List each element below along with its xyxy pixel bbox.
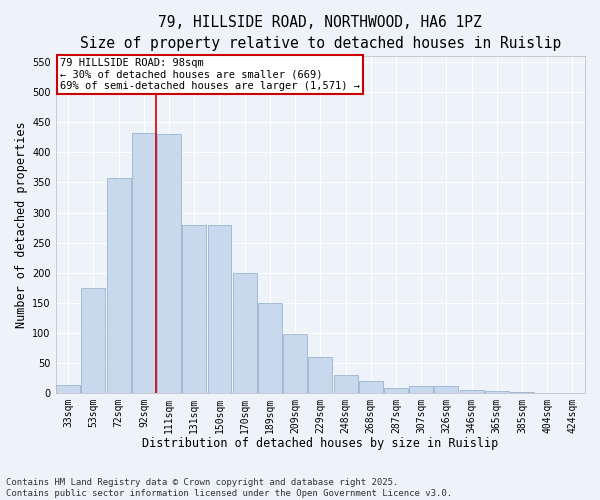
Bar (334, 374, 358, 392)
Bar (82, 288, 106, 393)
Y-axis label: Number of detached properties: Number of detached properties (15, 121, 28, 328)
Text: Contains HM Land Registry data © Crown copyright and database right 2025.
Contai: Contains HM Land Registry data © Crown c… (6, 478, 452, 498)
Bar (157, 134, 181, 392)
X-axis label: Distribution of detached houses by size in Ruislip: Distribution of detached houses by size … (142, 437, 499, 450)
Bar (233, 272, 257, 392)
Bar (434, 386, 458, 392)
Bar (258, 302, 282, 392)
Bar (308, 356, 332, 392)
Title: 79, HILLSIDE ROAD, NORTHWOOD, HA6 1PZ
Size of property relative to detached hous: 79, HILLSIDE ROAD, NORTHWOOD, HA6 1PZ Si… (80, 15, 561, 51)
Bar (359, 380, 383, 392)
Bar (182, 224, 206, 392)
Bar (132, 133, 156, 392)
Bar (283, 334, 307, 392)
Bar (107, 178, 131, 392)
Bar (208, 224, 232, 392)
Text: 79 HILLSIDE ROAD: 98sqm
← 30% of detached houses are smaller (669)
69% of semi-d: 79 HILLSIDE ROAD: 98sqm ← 30% of detache… (60, 58, 360, 91)
Bar (56, 385, 80, 392)
Bar (485, 391, 509, 392)
Bar (384, 388, 408, 392)
Bar (460, 390, 484, 392)
Bar (409, 386, 433, 392)
